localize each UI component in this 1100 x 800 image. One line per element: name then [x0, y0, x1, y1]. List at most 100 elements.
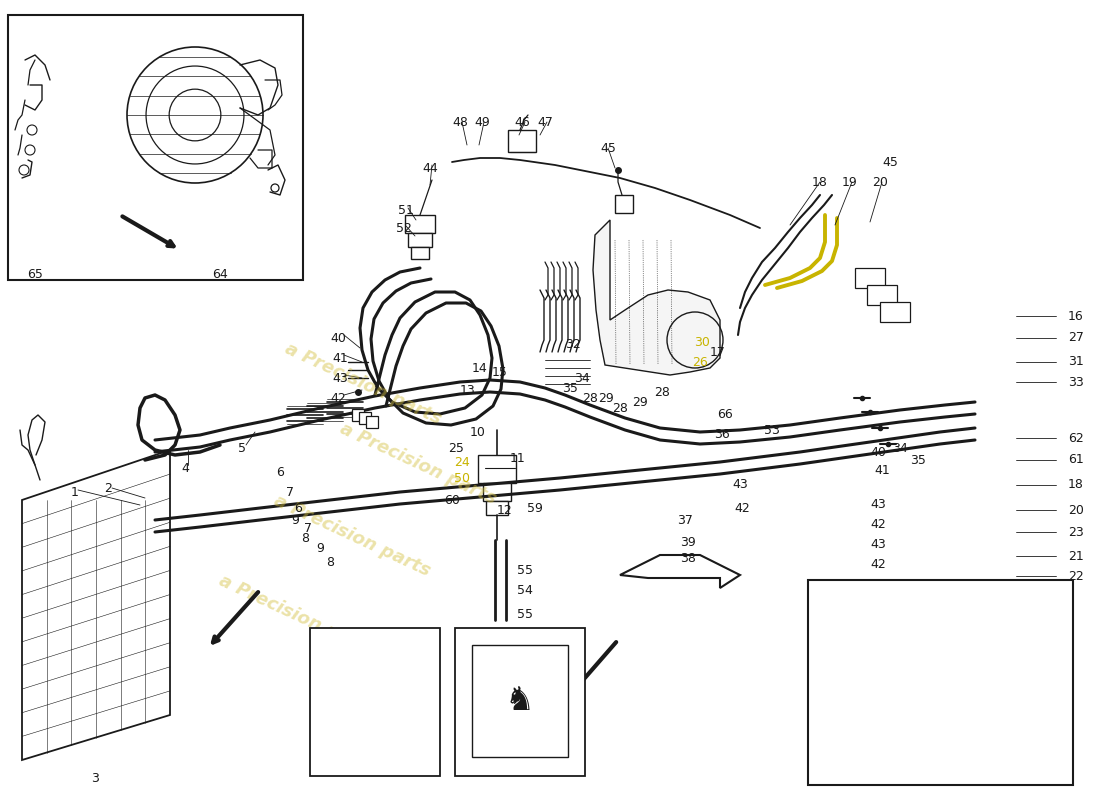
Bar	[359, 412, 371, 424]
Text: 30: 30	[694, 335, 710, 349]
Bar	[352, 409, 364, 421]
Text: 43: 43	[332, 371, 348, 385]
Text: 12: 12	[497, 503, 513, 517]
Text: 40: 40	[870, 446, 886, 458]
Bar	[8, 15, 302, 280]
Text: 64: 64	[212, 267, 228, 281]
Text: 63: 63	[847, 775, 862, 789]
Text: 55: 55	[517, 609, 534, 622]
Text: 23: 23	[1068, 526, 1084, 538]
Bar	[808, 580, 1072, 785]
Bar	[472, 645, 568, 757]
Text: 7: 7	[304, 522, 312, 534]
Text: a Precision parts: a Precision parts	[282, 340, 444, 428]
Bar	[366, 416, 378, 428]
Text: 45: 45	[882, 155, 898, 169]
Text: a Precision parts: a Precision parts	[337, 420, 499, 508]
Text: a Precision parts: a Precision parts	[216, 572, 378, 660]
Bar	[867, 285, 896, 305]
Text: 5: 5	[238, 442, 246, 454]
Text: 29: 29	[598, 391, 614, 405]
Text: 24: 24	[454, 455, 470, 469]
Text: 54: 54	[517, 583, 532, 597]
Text: 56: 56	[517, 631, 532, 645]
Text: 2: 2	[104, 482, 112, 494]
Text: 3: 3	[91, 771, 99, 785]
Bar	[615, 195, 632, 213]
Text: 28: 28	[612, 402, 628, 414]
Text: 8: 8	[326, 555, 334, 569]
Text: 42: 42	[734, 502, 750, 514]
Bar	[310, 628, 440, 776]
Text: 43: 43	[870, 538, 886, 551]
Text: 61: 61	[1068, 454, 1084, 466]
Text: 49: 49	[474, 115, 490, 129]
Text: 19: 19	[843, 175, 858, 189]
Text: 62: 62	[1068, 432, 1084, 445]
Text: 22: 22	[1068, 570, 1084, 582]
Text: 18: 18	[1068, 478, 1084, 491]
Text: 35: 35	[910, 454, 926, 466]
Text: 34: 34	[892, 442, 907, 454]
Text: 51: 51	[398, 203, 414, 217]
Bar	[405, 215, 435, 233]
Text: 20: 20	[1068, 504, 1084, 517]
Text: 11: 11	[510, 451, 526, 465]
Polygon shape	[22, 450, 170, 760]
Text: ♞: ♞	[505, 683, 535, 717]
Text: F: F	[986, 667, 1038, 741]
Text: 57: 57	[517, 682, 534, 694]
Text: 20: 20	[872, 175, 888, 189]
Bar	[508, 130, 536, 152]
Text: 6: 6	[294, 502, 301, 514]
Text: 32: 32	[565, 338, 581, 351]
Text: 55: 55	[517, 563, 534, 577]
Text: 6: 6	[276, 466, 284, 478]
Text: 28: 28	[654, 386, 670, 398]
Text: 44: 44	[422, 162, 438, 174]
Bar	[855, 268, 886, 288]
Text: 52: 52	[396, 222, 411, 234]
Text: 39: 39	[680, 535, 696, 549]
Text: 9: 9	[292, 514, 299, 526]
Text: 35: 35	[562, 382, 578, 394]
Text: 42: 42	[330, 391, 345, 405]
Polygon shape	[593, 220, 721, 375]
Text: 21: 21	[1068, 550, 1084, 562]
Polygon shape	[620, 555, 740, 588]
Text: 33: 33	[1068, 376, 1084, 389]
Text: 53: 53	[764, 423, 780, 437]
Text: 31: 31	[1068, 355, 1084, 368]
Text: 65: 65	[28, 267, 43, 281]
Text: 29: 29	[632, 395, 648, 409]
Text: 7: 7	[286, 486, 294, 498]
Text: 37: 37	[678, 514, 693, 526]
Text: 45: 45	[601, 142, 616, 154]
Text: 36: 36	[714, 429, 730, 442]
Bar	[478, 455, 516, 483]
Text: 1: 1	[72, 486, 79, 498]
Text: 42: 42	[870, 518, 886, 531]
Text: 67: 67	[367, 754, 383, 766]
Text: 27: 27	[1068, 331, 1084, 344]
Text: 66: 66	[717, 409, 733, 422]
Bar	[411, 247, 429, 259]
Text: 48: 48	[452, 115, 468, 129]
Text: 43: 43	[870, 498, 886, 511]
Text: 40: 40	[330, 331, 345, 345]
Text: 4: 4	[182, 462, 189, 474]
Text: 16: 16	[1068, 310, 1084, 322]
Bar	[408, 233, 432, 247]
Text: 8: 8	[301, 531, 309, 545]
Text: 18: 18	[812, 175, 828, 189]
Bar	[486, 501, 508, 515]
Text: 68: 68	[513, 754, 528, 766]
Bar	[455, 628, 585, 776]
Text: 17: 17	[711, 346, 726, 358]
Bar	[483, 483, 512, 501]
Text: 47: 47	[537, 115, 553, 129]
Text: 34: 34	[574, 371, 590, 385]
Text: 43: 43	[733, 478, 748, 491]
Text: 25: 25	[448, 442, 464, 454]
Text: 41: 41	[874, 463, 890, 477]
